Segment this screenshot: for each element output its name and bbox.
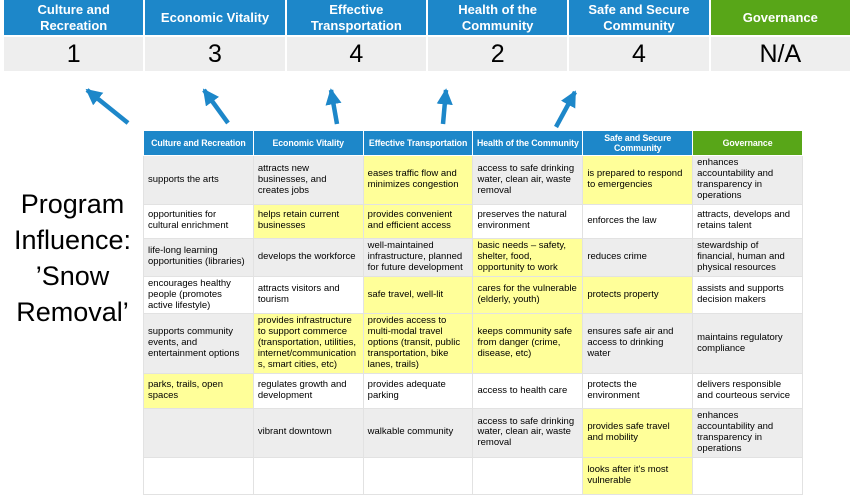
matrix-row-8: looks after it's most vulnerable bbox=[143, 456, 803, 495]
matrix-row-4: encourages healthy people (promotes acti… bbox=[143, 275, 803, 315]
matrix-cell-highlighted: basic needs – safety, shelter, food, opp… bbox=[472, 237, 584, 277]
matrix-row-6: parks, trails, open spaces regulates grow… bbox=[143, 373, 803, 410]
summary-header-effective-transportation: Effective Transportation bbox=[286, 0, 426, 35]
influence-arrow-5 bbox=[554, 90, 577, 129]
summary-column-economic-vitality: Economic Vitality 3 bbox=[145, 0, 285, 71]
matrix-header-effective-transportation: Effective Transportation bbox=[362, 129, 474, 157]
matrix-row-1: supports the arts attracts new businesses… bbox=[143, 155, 803, 205]
matrix-header-economic-vitality: Economic Vitality bbox=[252, 129, 364, 157]
matrix-cell: supports the arts bbox=[143, 155, 254, 205]
matrix-row-2: opportunities for cultural enrichment hel… bbox=[143, 203, 803, 239]
summary-column-governance: Governance N/A bbox=[710, 0, 850, 71]
summary-score-governance: N/A bbox=[710, 37, 850, 71]
matrix-cell: enhances accountability and transparency… bbox=[692, 155, 803, 205]
matrix-cell: enforces the law bbox=[582, 203, 694, 239]
summary-column-effective-transportation: Effective Transportation 4 bbox=[286, 0, 426, 71]
matrix-cell-highlighted: helps retain current businesses bbox=[252, 203, 364, 239]
matrix-cell-highlighted: provides convenient and efficient access bbox=[362, 203, 474, 239]
matrix-cell: attracts visitors and tourism bbox=[252, 275, 364, 315]
matrix-cell bbox=[362, 456, 474, 495]
matrix-row-5: supports community events, and entertain… bbox=[143, 313, 803, 375]
matrix-cell: delivers responsible and courteous servi… bbox=[692, 373, 803, 410]
program-influence-label: Program Influence: ’Snow Removal’ bbox=[13, 189, 132, 327]
matrix-cell: ensures safe air and access to drinking … bbox=[582, 313, 694, 375]
matrix-cell: assists and supports decision makers bbox=[692, 275, 803, 315]
matrix-header-row: Culture and Recreation Economic Vitality E… bbox=[143, 129, 803, 157]
matrix-cell-highlighted: keeps community safe from danger (crime,… bbox=[472, 313, 584, 375]
matrix-cell-highlighted: parks, trails, open spaces bbox=[143, 373, 254, 410]
influence-matrix: Culture and Recreation Economic Vitality E… bbox=[143, 129, 803, 495]
matrix-cell bbox=[143, 408, 254, 458]
matrix-cell-highlighted: is prepared to respond to emergencies bbox=[582, 155, 694, 205]
summary-header-health-of-the-community: Health of the Community bbox=[427, 0, 568, 35]
summary-column-culture-and-recreation: Culture and Recreation 1 bbox=[4, 0, 144, 71]
matrix-cell-highlighted: cares for the vulnerable (elderly, youth… bbox=[472, 275, 584, 315]
matrix-cell: enhances accountability and transparency… bbox=[692, 408, 803, 458]
matrix-cell: reduces crime bbox=[582, 237, 694, 277]
matrix-cell: vibrant downtown bbox=[252, 408, 364, 458]
matrix-cell-highlighted: looks after it's most vulnerable bbox=[582, 456, 694, 495]
matrix-header-culture-and-recreation: Culture and Recreation bbox=[143, 129, 254, 157]
matrix-cell: provides adequate parking bbox=[362, 373, 474, 410]
matrix-cell: life-long learning opportunities (librar… bbox=[143, 237, 254, 277]
summary-header-culture-and-recreation: Culture and Recreation bbox=[4, 0, 144, 35]
matrix-cell: protects the environment bbox=[582, 373, 694, 410]
matrix-header-health-of-the-community: Health of the Community bbox=[472, 129, 584, 157]
summary-column-health-of-the-community: Health of the Community 2 bbox=[427, 0, 568, 71]
matrix-cell-highlighted: protects property bbox=[582, 275, 694, 315]
matrix-header-governance: Governance bbox=[692, 129, 803, 157]
matrix-cell-highlighted: provides safe travel and mobility bbox=[582, 408, 694, 458]
influence-arrow-2 bbox=[202, 88, 230, 125]
matrix-cell: maintains regulatory compliance bbox=[692, 313, 803, 375]
matrix-cell bbox=[692, 456, 803, 495]
matrix-cell bbox=[143, 456, 254, 495]
matrix-cell: preserves the natural environment bbox=[472, 203, 584, 239]
matrix-cell-highlighted: safe travel, well-lit bbox=[362, 275, 474, 315]
matrix-cell: attracts, develops and retains talent bbox=[692, 203, 803, 239]
summary-header-economic-vitality: Economic Vitality bbox=[145, 0, 285, 35]
matrix-row-3: life-long learning opportunities (librar… bbox=[143, 237, 803, 277]
matrix-cell: develops the workforce bbox=[252, 237, 364, 277]
matrix-cell: regulates growth and development bbox=[252, 373, 364, 410]
matrix-cell: attracts new businesses, and creates job… bbox=[252, 155, 364, 205]
matrix-header-safe-and-secure-community: Safe and Secure Community bbox=[582, 129, 694, 157]
matrix-cell: opportunities for cultural enrichment bbox=[143, 203, 254, 239]
matrix-cell bbox=[252, 456, 364, 495]
summary-score-health-of-the-community: 2 bbox=[427, 37, 568, 71]
matrix-cell: well-maintained infrastructure, planned … bbox=[362, 237, 474, 277]
matrix-cell: stewardship of financial, human and phys… bbox=[692, 237, 803, 277]
influence-arrow-1 bbox=[85, 88, 130, 125]
matrix-cell bbox=[472, 456, 584, 495]
matrix-cell: supports community events, and entertain… bbox=[143, 313, 254, 375]
matrix-cell-highlighted: provides infrastructure to support comme… bbox=[252, 313, 364, 375]
matrix-cell: access to safe drinking water, clean air… bbox=[472, 155, 584, 205]
summary-banner: Culture and Recreation 1 Economic Vitality… bbox=[4, 0, 850, 71]
matrix-cell-highlighted: provides access to multi-modal travel op… bbox=[362, 313, 474, 375]
summary-score-safe-and-secure-community: 4 bbox=[569, 37, 709, 71]
matrix-cell: access to safe drinking water, clean air… bbox=[472, 408, 584, 458]
matrix-row-7: vibrant downtown walkable community access… bbox=[143, 408, 803, 458]
influence-arrow-4 bbox=[436, 88, 453, 125]
summary-score-economic-vitality: 3 bbox=[145, 37, 285, 71]
matrix-cell-highlighted: eases traffic flow and minimizes congest… bbox=[362, 155, 474, 205]
summary-score-culture-and-recreation: 1 bbox=[4, 37, 144, 71]
matrix-cell: access to health care bbox=[472, 373, 584, 410]
matrix-cell: encourages healthy people (promotes acti… bbox=[143, 275, 254, 315]
summary-column-safe-and-secure-community: Safe and Secure Community 4 bbox=[569, 0, 709, 71]
summary-header-governance: Governance bbox=[710, 0, 850, 35]
influence-arrow-3 bbox=[325, 88, 342, 125]
matrix-cell: walkable community bbox=[362, 408, 474, 458]
summary-score-effective-transportation: 4 bbox=[286, 37, 426, 71]
summary-header-safe-and-secure-community: Safe and Secure Community bbox=[569, 0, 709, 35]
